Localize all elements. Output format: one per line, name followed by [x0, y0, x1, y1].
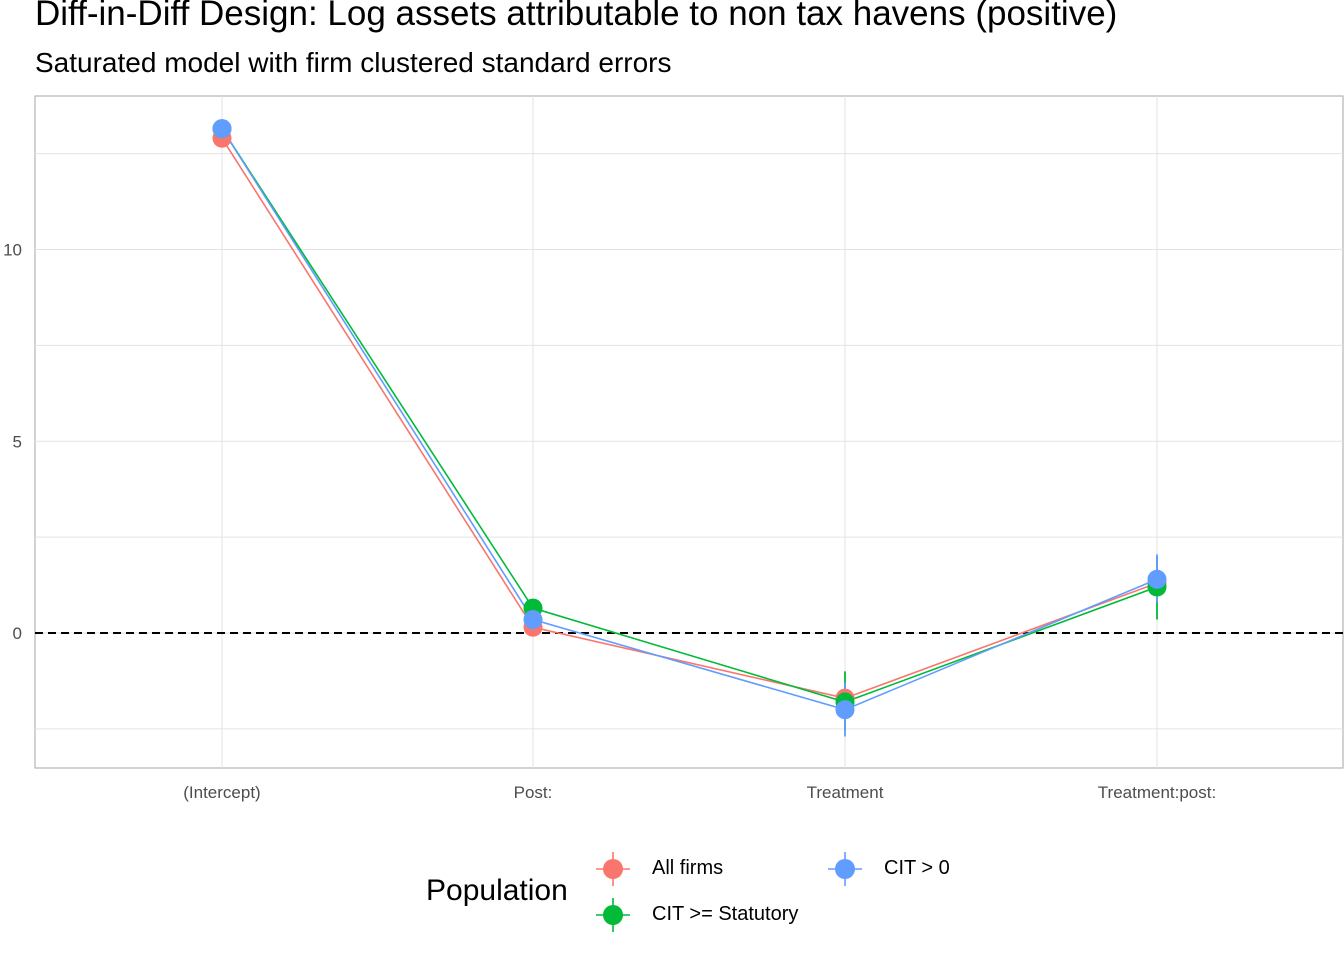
x-tick-label: Treatment [807, 783, 884, 802]
plot-panel [34, 95, 1344, 769]
data-point [523, 610, 543, 630]
data-point [212, 119, 232, 139]
x-tick-label: Post: [514, 783, 553, 802]
x-axis-ticks: (Intercept) Post: Treatment Treatment:post: [183, 783, 1216, 802]
y-axis-ticks: 0 5 10 [3, 241, 22, 644]
x-tick-label: (Intercept) [183, 783, 260, 802]
legend-key-point [835, 859, 855, 879]
chart-subtitle: Saturated model with firm clustered stan… [35, 47, 672, 78]
grid-lines [35, 96, 1343, 768]
legend-key-point [603, 859, 623, 879]
legend-key-point [603, 905, 623, 925]
data-point [835, 700, 855, 720]
legend-label-cit-positive: CIT > 0 [884, 857, 950, 879]
legend-label-cit-statutory: CIT >= Statutory [652, 903, 799, 925]
data-point [1147, 569, 1167, 589]
data-points [212, 119, 1167, 720]
series-line [221, 128, 1158, 711]
x-tick-label: Treatment:post: [1098, 783, 1216, 802]
series-line [221, 137, 1158, 700]
y-tick-label: 5 [13, 432, 22, 451]
series-lines [221, 128, 1158, 711]
legend-label-all-firms: All firms [652, 857, 724, 879]
chart-title: Diff-in-Diff Design: Log assets attribut… [35, 0, 1118, 33]
legend-title: Population [426, 874, 568, 907]
legend-keys [596, 852, 862, 932]
y-tick-label: 10 [3, 241, 22, 260]
y-tick-label: 0 [13, 624, 22, 643]
